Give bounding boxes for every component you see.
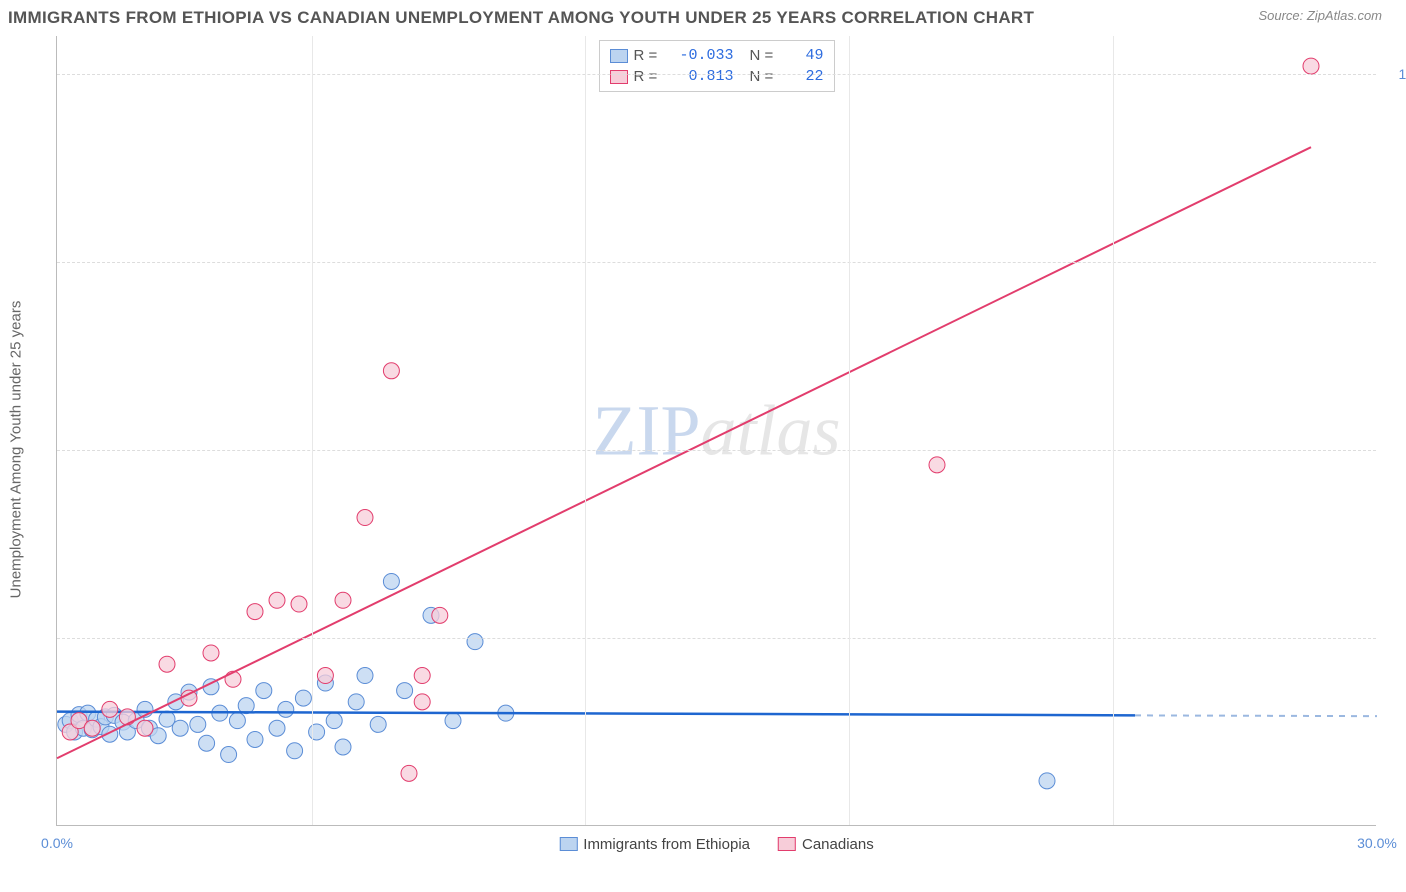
data-point — [370, 716, 386, 732]
data-point — [199, 735, 215, 751]
data-point — [247, 604, 263, 620]
trend-line — [57, 147, 1311, 758]
chart-title: IMMIGRANTS FROM ETHIOPIA VS CANADIAN UNE… — [8, 8, 1034, 28]
y-tick-label: 100.0% — [1399, 66, 1406, 82]
gridline-vertical — [849, 36, 850, 825]
data-point — [357, 510, 373, 526]
data-point — [295, 690, 311, 706]
gridline-horizontal — [57, 74, 1376, 75]
data-point — [203, 645, 219, 661]
data-point — [335, 739, 351, 755]
data-point — [269, 592, 285, 608]
data-point — [291, 596, 307, 612]
data-point — [357, 668, 373, 684]
data-point — [287, 743, 303, 759]
data-point — [159, 656, 175, 672]
gridline-vertical — [585, 36, 586, 825]
data-point — [119, 709, 135, 725]
data-point — [397, 683, 413, 699]
data-point — [1303, 58, 1319, 74]
trend-line-extension — [1135, 715, 1377, 716]
data-point — [383, 363, 399, 379]
scatter-chart: Unemployment Among Youth under 25 years … — [46, 36, 1386, 846]
chart-svg-overlay — [57, 36, 1376, 825]
data-point — [247, 731, 263, 747]
data-point — [929, 457, 945, 473]
legend-item: Immigrants from Ethiopia — [559, 836, 750, 853]
data-point — [467, 634, 483, 650]
data-point — [317, 668, 333, 684]
data-point — [1039, 773, 1055, 789]
gridline-horizontal — [57, 638, 1376, 639]
data-point — [414, 668, 430, 684]
data-point — [309, 724, 325, 740]
gridline-horizontal — [57, 450, 1376, 451]
gridline-horizontal — [57, 262, 1376, 263]
data-point — [181, 690, 197, 706]
data-point — [256, 683, 272, 699]
data-point — [137, 720, 153, 736]
x-tick-label: 30.0% — [1357, 835, 1397, 851]
x-tick-label: 0.0% — [41, 835, 73, 851]
data-point — [383, 573, 399, 589]
legend-swatch — [778, 837, 796, 851]
data-point — [172, 720, 188, 736]
gridline-vertical — [312, 36, 313, 825]
data-point — [229, 713, 245, 729]
data-point — [401, 765, 417, 781]
legend-item: Canadians — [778, 836, 874, 853]
data-point — [221, 747, 237, 763]
series-legend: Immigrants from Ethiopia Canadians — [559, 836, 873, 853]
data-point — [269, 720, 285, 736]
source-attribution: Source: ZipAtlas.com — [1258, 8, 1382, 23]
data-point — [445, 713, 461, 729]
data-point — [335, 592, 351, 608]
data-point — [84, 720, 100, 736]
data-point — [414, 694, 430, 710]
data-point — [326, 713, 342, 729]
gridline-vertical — [1113, 36, 1114, 825]
data-point — [225, 671, 241, 687]
data-point — [102, 701, 118, 717]
data-point — [432, 607, 448, 623]
data-point — [348, 694, 364, 710]
y-axis-label: Unemployment Among Youth under 25 years — [8, 301, 25, 599]
data-point — [190, 716, 206, 732]
legend-swatch — [559, 837, 577, 851]
plot-area: ZIPatlas R =-0.033N =49R =0.813N =22 Imm… — [56, 36, 1376, 826]
data-point — [278, 701, 294, 717]
